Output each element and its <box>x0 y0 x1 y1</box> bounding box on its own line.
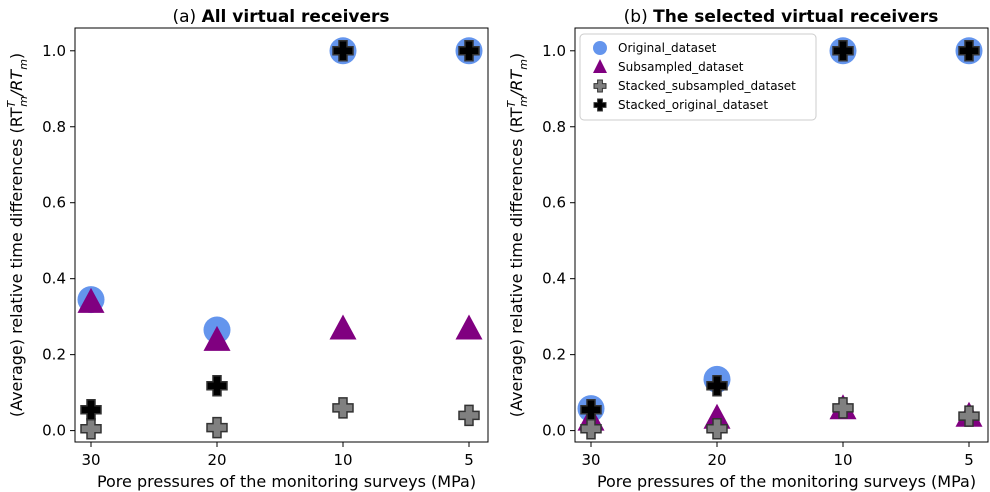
subsampled-dataset-point-0 <box>77 287 105 313</box>
subsampled-dataset-point-1 <box>703 403 731 429</box>
stacked-original-dataset-point-3 <box>958 40 980 62</box>
chart-title: (a) All virtual receivers <box>172 7 389 27</box>
legend-box <box>579 33 817 121</box>
plot-frame <box>574 27 989 443</box>
x-tick-label: 20 <box>707 451 726 469</box>
y-tick-label: 0.6 <box>542 194 566 212</box>
stacked-original-dataset-point-2 <box>832 40 854 62</box>
y-axis-label: (Average) relative time differences (RTT… <box>505 53 530 417</box>
legend: Original_dataset Subsampled_dataset Stacke… <box>579 33 817 121</box>
stacked-subsampled-dataset-point-3 <box>458 404 480 427</box>
stacked-original-dataset-point-1 <box>206 375 228 397</box>
legend-marker-stacked-original-dataset <box>593 98 607 112</box>
legend-label-stacked-original-dataset: Stacked_original_dataset <box>618 98 768 112</box>
y-tick-label: 0.0 <box>542 422 566 440</box>
panel-a: (a) All virtual receivers 0.0 0.2 0.4 0.6 0.8… <box>5 7 489 491</box>
x-tick-label: 10 <box>833 451 852 469</box>
y-tick-label: 0.8 <box>542 118 566 136</box>
stacked-original-dataset-point-2 <box>332 40 354 62</box>
plot-frame <box>74 27 489 443</box>
x-tick-label: 30 <box>81 451 100 469</box>
y-tick-label: 0.2 <box>42 346 66 364</box>
y-tick-label: 1.0 <box>542 42 566 60</box>
stacked-subsampled-dataset-point-1 <box>206 416 228 439</box>
legend-label-original-dataset: Original_dataset <box>618 41 717 55</box>
x-tick-label: 20 <box>207 451 226 469</box>
stacked-original-dataset-point-0 <box>580 398 602 421</box>
subsampled-dataset-point-2 <box>329 314 357 340</box>
x-axis-label: Pore pressures of the monitoring surveys… <box>597 472 976 491</box>
legend-marker-stacked-subsampled-dataset <box>593 79 607 93</box>
x-tick-label: 10 <box>333 451 352 469</box>
y-axis-label: (Average) relative time differences (RTT… <box>5 53 30 417</box>
y-tick-label: 1.0 <box>42 42 66 60</box>
stacked-original-dataset-point-1 <box>706 375 728 397</box>
panel-b: (b) The selected virtual receivers 0.0 0.2… <box>505 7 989 491</box>
stacked-subsampled-dataset-point-0 <box>580 417 602 440</box>
stacked-original-dataset-point-3 <box>458 40 480 62</box>
subsampled-dataset-point-3 <box>455 314 483 340</box>
chart-title: (b) The selected virtual receivers <box>624 7 939 27</box>
stacked-subsampled-dataset-point-0 <box>80 417 102 440</box>
legend-label-subsampled-dataset: Subsampled_dataset <box>618 60 744 74</box>
y-tick-label: 0.6 <box>42 194 66 212</box>
legend-marker-subsampled-dataset <box>593 59 607 73</box>
y-tick-label: 0.8 <box>42 118 66 136</box>
x-tick-label: 5 <box>464 451 474 469</box>
y-tick-label: 0.4 <box>42 270 66 288</box>
legend-label-stacked-subsampled-dataset: Stacked_subsampled_dataset <box>618 79 796 93</box>
stacked-subsampled-dataset-point-2 <box>832 397 854 419</box>
stacked-subsampled-dataset-point-3 <box>958 405 980 427</box>
subsampled-dataset-point-1 <box>203 325 231 351</box>
x-tick-label: 30 <box>581 451 600 469</box>
x-tick-label: 5 <box>964 451 974 469</box>
stacked-subsampled-dataset-point-2 <box>332 397 354 419</box>
y-tick-label: 0.4 <box>542 270 566 288</box>
y-tick-label: 0.0 <box>42 422 66 440</box>
legend-marker-original-dataset <box>593 41 607 55</box>
stacked-subsampled-dataset-point-1 <box>706 417 728 440</box>
x-axis-label: Pore pressures of the monitoring surveys… <box>97 472 476 491</box>
stacked-original-dataset-point-0 <box>80 398 102 421</box>
y-tick-label: 0.2 <box>542 346 566 364</box>
